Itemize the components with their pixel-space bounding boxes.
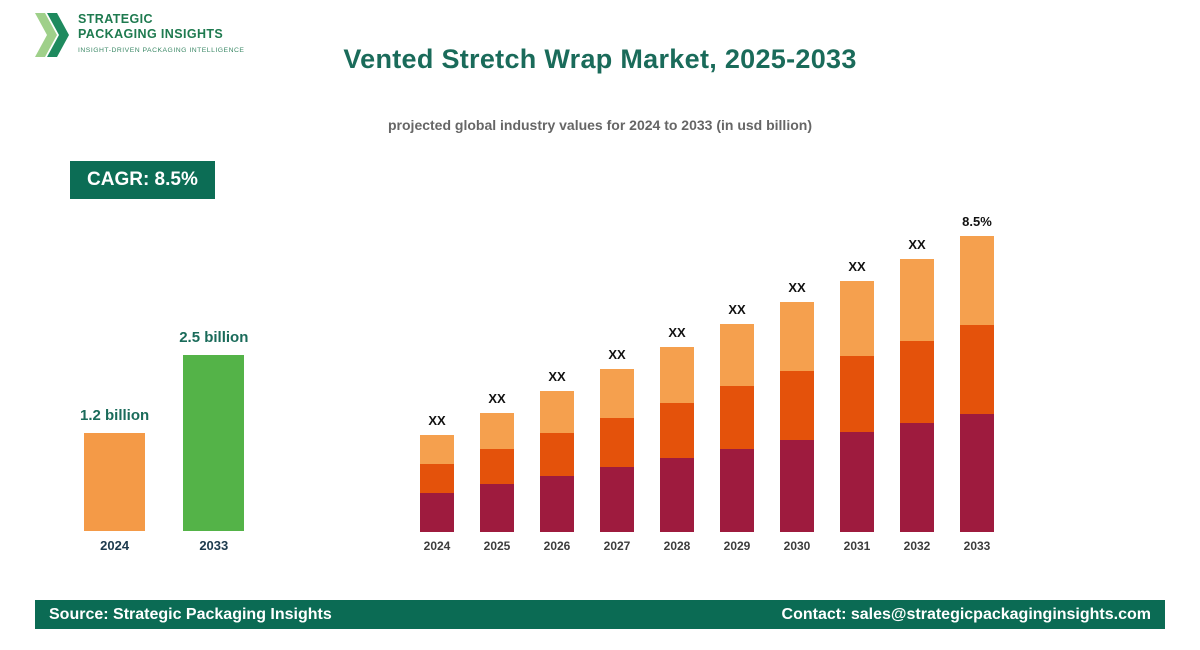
x-axis-label: 2033 bbox=[963, 539, 991, 553]
summary-bar bbox=[183, 355, 245, 531]
bar-value-label: XX bbox=[608, 347, 626, 362]
bar-group-2033: 8.5% 2033 bbox=[960, 214, 994, 553]
cagr-badge: CAGR: 8.5% bbox=[70, 161, 215, 199]
segment-orange bbox=[780, 371, 814, 440]
segment-orange bbox=[960, 324, 994, 414]
brand-logo: STRATEGIC PACKAGING INSIGHTS INSIGHT-DRI… bbox=[35, 12, 244, 58]
bar-value-label: XX bbox=[788, 280, 806, 295]
summary-bar-chart: 1.2 billion 2024 2.5 billion 2033 bbox=[80, 329, 248, 553]
bar-group-2025: XX 2025 bbox=[480, 391, 514, 553]
stacked-bar bbox=[480, 413, 514, 532]
summary-bar-group-2024: 1.2 billion 2024 bbox=[80, 407, 149, 553]
segment-light-orange bbox=[660, 347, 694, 403]
page-subtitle: projected global industry values for 202… bbox=[388, 117, 812, 133]
brand-name-line1: STRATEGIC bbox=[78, 12, 153, 26]
summary-bar bbox=[84, 433, 146, 531]
brand-name-line2: PACKAGING INSIGHTS bbox=[78, 27, 224, 41]
bar-group-2026: XX 2026 bbox=[540, 369, 574, 553]
double-chevron-icon bbox=[35, 13, 69, 57]
bar-value-label: XX bbox=[488, 391, 506, 406]
segment-dark-red bbox=[720, 448, 754, 533]
summary-value-label: 1.2 billion bbox=[80, 407, 150, 424]
segment-light-orange bbox=[480, 413, 514, 449]
segment-dark-red bbox=[840, 431, 874, 532]
segment-orange bbox=[720, 386, 754, 449]
bar-value-label: XX bbox=[848, 259, 866, 274]
bar-value-label: XX bbox=[548, 369, 566, 384]
segment-orange bbox=[600, 417, 634, 467]
footer-contact: Contact: sales@strategicpackaginginsight… bbox=[781, 605, 1151, 623]
segment-orange bbox=[660, 402, 694, 458]
segment-light-orange bbox=[540, 391, 574, 434]
x-axis-label: 2031 bbox=[843, 539, 871, 553]
segment-light-orange bbox=[720, 324, 754, 387]
segment-dark-red bbox=[960, 413, 994, 532]
segment-light-orange bbox=[900, 259, 934, 341]
bar-group-2029: XX 2029 bbox=[720, 302, 754, 553]
segment-light-orange bbox=[600, 369, 634, 418]
bar-value-label: XX bbox=[428, 413, 446, 428]
stacked-bar bbox=[960, 236, 994, 532]
bar-group-2030: XX 2030 bbox=[780, 280, 814, 553]
bar-group-2028: XX 2028 bbox=[660, 325, 694, 553]
stacked-bar bbox=[660, 347, 694, 532]
segment-dark-red bbox=[780, 440, 814, 532]
bar-value-label: XX bbox=[728, 302, 746, 317]
summary-value-label: 2.5 billion bbox=[179, 329, 249, 346]
segment-dark-red bbox=[660, 458, 694, 532]
x-axis-label: 2024 bbox=[423, 539, 451, 553]
bar-value-label: XX bbox=[908, 237, 926, 252]
bar-group-2032: XX 2032 bbox=[900, 237, 934, 553]
segment-orange bbox=[420, 464, 454, 494]
segment-orange bbox=[840, 356, 874, 432]
stacked-bar bbox=[780, 302, 814, 532]
footer-bar: Source: Strategic Packaging Insights Con… bbox=[35, 600, 1165, 629]
stacked-bar bbox=[420, 435, 454, 532]
stacked-bar-chart: XX 2024 XX 2025 XX 2026 XX 2027 XX 2028 XX 2029 XX 20… bbox=[420, 214, 994, 553]
summary-year-label: 2024 bbox=[100, 538, 130, 553]
segment-dark-red bbox=[480, 484, 514, 532]
segment-light-orange bbox=[840, 281, 874, 357]
x-axis-label: 2028 bbox=[663, 539, 691, 553]
segment-dark-red bbox=[420, 493, 454, 532]
segment-orange bbox=[900, 340, 934, 423]
segment-orange bbox=[540, 433, 574, 476]
segment-orange bbox=[480, 448, 514, 485]
x-axis-label: 2029 bbox=[723, 539, 751, 553]
segment-dark-red bbox=[900, 422, 934, 533]
stacked-bar bbox=[840, 281, 874, 532]
stacked-bar bbox=[720, 324, 754, 533]
stacked-bar bbox=[600, 369, 634, 533]
summary-year-label: 2033 bbox=[199, 538, 229, 553]
page-title: Vented Stretch Wrap Market, 2025-2033 bbox=[343, 44, 857, 74]
x-axis-label: 2027 bbox=[603, 539, 631, 553]
x-axis-label: 2025 bbox=[483, 539, 511, 553]
bar-group-2027: XX 2027 bbox=[600, 347, 634, 553]
brand-tagline: INSIGHT-DRIVEN PACKAGING INTELLIGENCE bbox=[78, 47, 245, 54]
x-axis-label: 2032 bbox=[903, 539, 931, 553]
segment-dark-red bbox=[600, 466, 634, 533]
x-axis-label: 2026 bbox=[543, 539, 571, 553]
stacked-bar bbox=[900, 259, 934, 533]
segment-light-orange bbox=[780, 302, 814, 371]
x-axis-label: 2030 bbox=[783, 539, 811, 553]
footer-source: Source: Strategic Packaging Insights bbox=[49, 605, 332, 623]
segment-dark-red bbox=[540, 475, 574, 532]
stacked-bar bbox=[540, 391, 574, 532]
bar-value-label: XX bbox=[668, 325, 686, 340]
segment-light-orange bbox=[420, 435, 454, 465]
segment-light-orange bbox=[960, 236, 994, 325]
bar-group-2024: XX 2024 bbox=[420, 413, 454, 553]
bar-value-label: 8.5% bbox=[962, 214, 992, 229]
bar-group-2031: XX 2031 bbox=[840, 259, 874, 553]
summary-bar-group-2033: 2.5 billion 2033 bbox=[179, 329, 248, 553]
